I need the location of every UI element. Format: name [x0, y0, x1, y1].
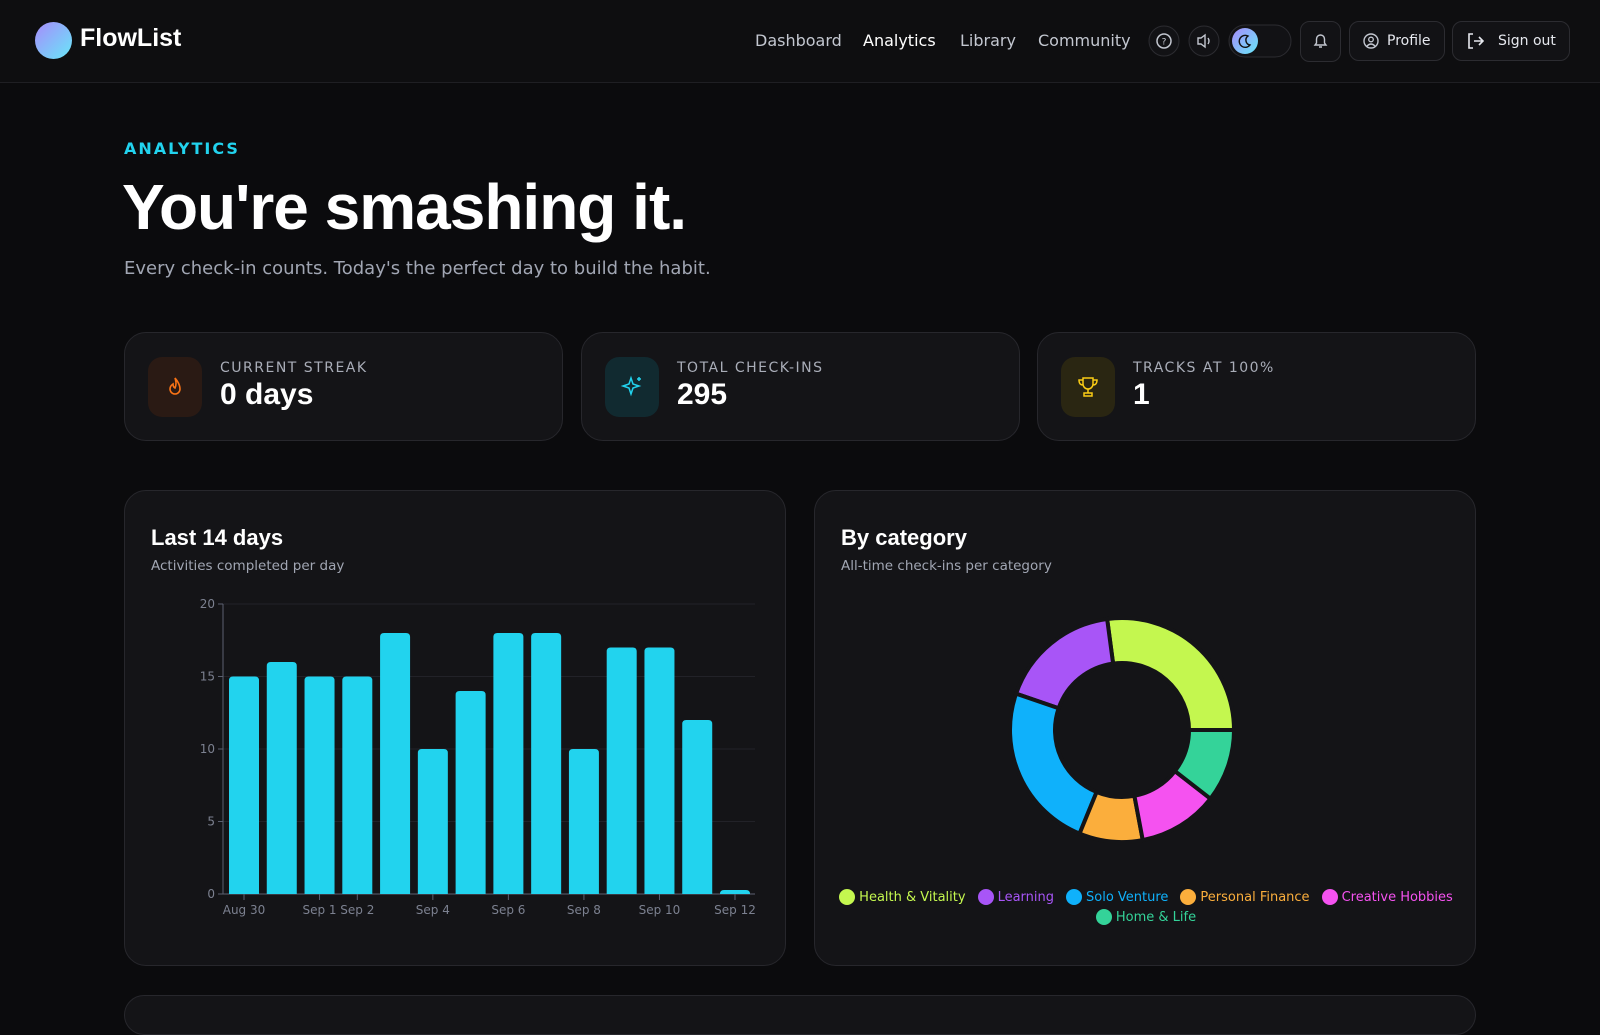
bar-chart-card: Last 14 days Activities completed per day… [124, 490, 786, 966]
legend-label: Home & Life [1115, 909, 1197, 925]
bar [342, 676, 373, 894]
donut-segment [1013, 616, 1116, 711]
x-tick-label: Sep 8 [567, 903, 601, 917]
bar [229, 676, 259, 894]
legend-item: Learning [977, 889, 1054, 905]
theme-toggle[interactable] [1228, 24, 1292, 58]
help-button[interactable]: ? [1148, 25, 1180, 57]
sound-button[interactable] [1188, 25, 1220, 57]
legend-item: Creative Hobbies [1321, 889, 1453, 905]
bar [720, 890, 750, 894]
chart-title: By category [841, 525, 968, 550]
sign-out-icon [1468, 33, 1484, 49]
legend-label: Personal Finance [1200, 889, 1310, 905]
nav-link[interactable]: Community [1038, 31, 1131, 50]
x-tick-label: Sep 1 [302, 903, 336, 917]
bar [493, 633, 524, 894]
stat-icon [605, 357, 659, 417]
sign-out-label: Sign out [1498, 33, 1556, 49]
nav-link[interactable]: Analytics [863, 31, 936, 50]
donut-segment [1008, 691, 1100, 837]
chart-title: Last 14 days [151, 525, 283, 550]
next-card [124, 995, 1476, 1035]
bar [266, 662, 297, 894]
legend-swatch [1066, 889, 1082, 905]
y-tick-label: 15 [200, 670, 215, 684]
stat-value: 295 [677, 378, 728, 411]
chart: By category All-time check-ins per catego… [841, 525, 1237, 844]
donut-chart-card: By category All-time check-ins per catego… [814, 490, 1476, 966]
legend-label: Health & Vitality [859, 889, 966, 905]
legend-label: Creative Hobbies [1341, 889, 1453, 905]
donut-segment [1172, 728, 1237, 802]
bar [380, 633, 411, 894]
bar [531, 633, 562, 894]
chart-subtitle: Activities completed per day [151, 558, 344, 574]
x-tick-label: Sep 4 [416, 903, 450, 917]
x-tick-label: Sep 2 [340, 903, 374, 917]
x-tick-label: Aug 30 [223, 903, 266, 917]
legend: Health & Vitality Learning Solo Venture Per… [835, 889, 1457, 925]
stat-card: TRACKS AT 100% 1 [1037, 332, 1476, 441]
nav-link[interactable]: Library [960, 31, 1016, 50]
bar [304, 676, 335, 894]
legend-item: Health & Vitality [839, 889, 966, 905]
y-tick-label: 5 [207, 815, 215, 829]
page-subtitle: Every check-in counts. Today's the perfe… [124, 258, 711, 279]
notifications-button[interactable] [1300, 21, 1341, 62]
stat-value: 0 days [220, 378, 314, 411]
legend-swatch [977, 889, 994, 905]
profile-icon [1363, 33, 1379, 49]
profile-button[interactable]: Profile [1349, 21, 1445, 61]
bar [682, 720, 713, 894]
legend-swatch [1180, 889, 1197, 905]
stat-icon [148, 357, 202, 417]
legend-swatch [1321, 889, 1338, 905]
profile-label: Profile [1387, 33, 1431, 49]
y-tick-label: 10 [200, 742, 215, 756]
bar [606, 647, 637, 894]
legend-swatch [1095, 909, 1112, 925]
legend-item: Personal Finance [1180, 889, 1310, 905]
svg-text:?: ? [1162, 38, 1167, 48]
stat-label: TRACKS AT 100% [1133, 360, 1275, 376]
bar [417, 749, 448, 894]
legend-item: Home & Life [1095, 909, 1197, 925]
chart-subtitle: All-time check-ins per category [841, 558, 1052, 574]
sign-out-button[interactable]: Sign out [1452, 21, 1570, 61]
y-tick-label: 0 [207, 887, 215, 901]
bar [568, 749, 599, 894]
donut-segment [1104, 616, 1237, 732]
eyebrow: ANALYTICS [124, 139, 240, 158]
stat-label: TOTAL CHECK-INS [677, 360, 824, 376]
brand[interactable]: FlowList [80, 24, 182, 52]
legend-swatch [839, 889, 856, 905]
legend-item: Solo Venture [1066, 889, 1168, 905]
bar [455, 691, 486, 894]
logo[interactable] [35, 22, 72, 59]
x-tick-label: Sep 6 [491, 903, 525, 917]
stat-card: TOTAL CHECK-INS 295 [581, 332, 1020, 441]
stat-icon [1061, 357, 1115, 417]
y-tick-label: 20 [200, 597, 215, 611]
legend-label: Solo Venture [1086, 889, 1169, 905]
chart: Last 14 days Activities completed per day… [151, 525, 756, 917]
stat-label: CURRENT STREAK [220, 360, 368, 376]
page-title: You're smashing it. [122, 171, 687, 243]
navbar: FlowList Dashboard Analytics Library Com… [0, 0, 1600, 83]
nav-link[interactable]: Dashboard [755, 31, 842, 50]
x-tick-label: Sep 12 [714, 903, 756, 917]
legend-label: Learning [997, 889, 1054, 905]
stat-value: 1 [1133, 378, 1150, 411]
x-tick-label: Sep 10 [639, 903, 681, 917]
stat-card: CURRENT STREAK 0 days [124, 332, 563, 441]
bar [644, 647, 675, 894]
